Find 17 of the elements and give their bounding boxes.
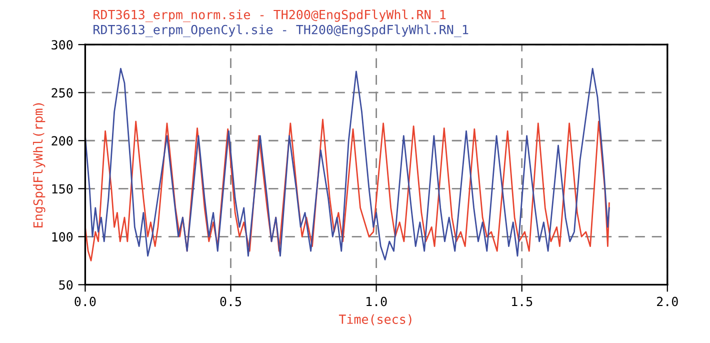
y-tick-label: 150 — [52, 184, 73, 194]
x-tick-label: 0.0 — [74, 296, 96, 306]
x-tick-label: 0.5 — [220, 296, 242, 306]
y-tick-label: 300 — [52, 40, 73, 50]
x-tick-label: 1.0 — [366, 296, 387, 306]
x-tick-label: 2.0 — [657, 296, 678, 306]
y-tick-label: 50 — [59, 280, 73, 290]
y-tick-label: 100 — [52, 232, 73, 242]
y-tick-label: 200 — [52, 136, 73, 146]
x-tick-label: 1.5 — [512, 296, 532, 306]
y-tick-label: 250 — [52, 88, 73, 98]
y-axis-title: EngSpdFlyWhl(rpm) — [33, 103, 46, 228]
line-series — [85, 68, 610, 260]
text: RDT3613_erpm_OpenCyl.sie - TH200@EngSpdFlyWhl.RN_1 — [94, 24, 468, 38]
x-axis-title: Time(secs) — [338, 314, 412, 326]
text: RDT3613_erpm_norm.sie - TH200@EngSpdFlyWhl.RN_1 — [94, 10, 446, 22]
line-series — [85, 118, 610, 262]
